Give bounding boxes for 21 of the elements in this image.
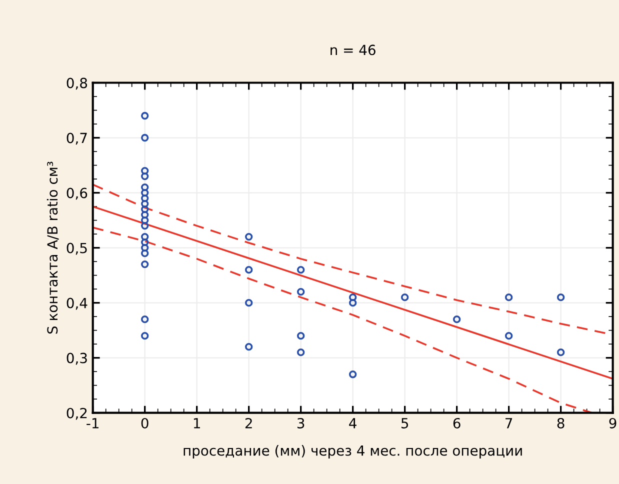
x-tick-label: 0 [141, 418, 148, 428]
chart-title: n = 46 [330, 44, 376, 56]
x-tick-label: 2 [245, 418, 252, 428]
y-axis-title: S контакта A/B ratio см³ [46, 162, 59, 334]
x-tick-label: 1 [194, 418, 200, 428]
y-tick-label: 0,4 [66, 298, 88, 310]
x-axis-title: проседание (мм) через 4 мес. после операции [184, 445, 522, 458]
x-tick-label: 9 [609, 418, 616, 428]
x-tick-label: 8 [557, 418, 564, 428]
x-tick-label: -1 [86, 418, 98, 428]
x-tick-label: 4 [349, 418, 356, 428]
y-tick-label: 0,2 [66, 408, 87, 420]
x-tick-label: 7 [506, 418, 512, 428]
x-tick-label: 6 [453, 418, 460, 428]
y-tick-label: 0,6 [66, 188, 88, 200]
y-tick-label: 0,8 [66, 78, 88, 90]
y-tick-label: 0,7 [66, 132, 87, 145]
x-tick-label: 5 [401, 418, 408, 428]
x-tick-label: 3 [297, 418, 304, 428]
y-tick-label: 0,3 [66, 352, 87, 365]
y-tick-label: 0,5 [66, 242, 87, 255]
